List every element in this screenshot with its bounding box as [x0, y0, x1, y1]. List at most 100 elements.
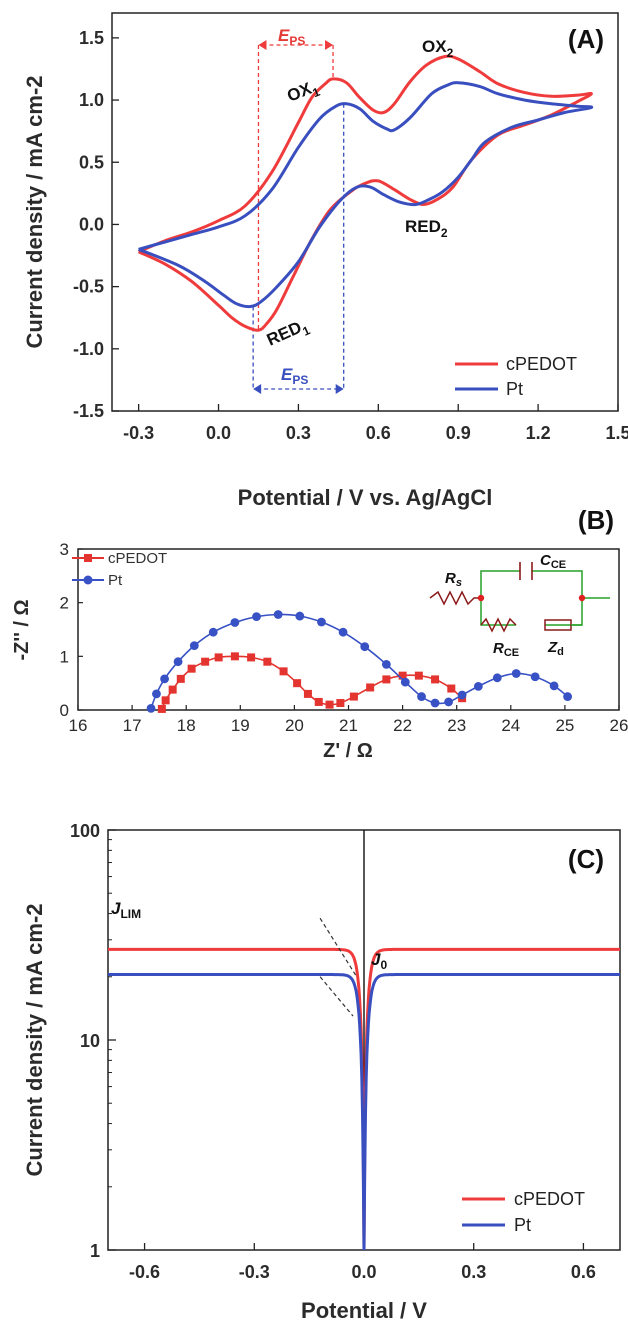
- panel-b-point-cpedot: [382, 675, 391, 684]
- panel-b-x-tick-label: 25: [555, 716, 574, 735]
- panel-b-point-cpedot: [168, 685, 177, 694]
- panel-a-eps-markers: [252, 40, 345, 394]
- panel-a-curve-cpedot: [137, 54, 593, 332]
- panel-a-y-tick-label: 1.0: [79, 90, 104, 110]
- panel-b-point-cpedot: [187, 664, 196, 673]
- panel-b-label: (B): [578, 505, 614, 535]
- panel-b-x-tick-label: 26: [610, 716, 628, 735]
- panel-c-y-tick-label: 100: [70, 821, 100, 841]
- circuit-label-rs: Rs: [445, 570, 462, 589]
- panel-b-point-cpedot: [314, 697, 323, 706]
- panel-c-x-axis-label: Potential / V: [301, 1298, 427, 1323]
- panel-b-x-tick-label: 22: [393, 716, 412, 735]
- panel-a-y-axis-label: Current density / mA cm-2: [22, 75, 47, 348]
- panel-b-point-cpedot: [336, 699, 345, 708]
- panel-a-y-tick-label: -1.0: [73, 339, 104, 359]
- panel-b-point-pt: [252, 612, 261, 622]
- panel-a-cyclic-voltammetry: -0.3 0.0 0.3 0.6 0.9 1.2 1.5 -1.5 -1.0 -0.5 0.0 0.5…: [22, 12, 628, 510]
- panel-c-label: (C): [568, 844, 604, 874]
- panel-b-point-pt: [189, 641, 199, 650]
- panel-b-point-pt: [549, 681, 559, 691]
- panel-c-legend-label-cpedot: cPEDOT: [514, 1189, 585, 1209]
- panel-c-legend-label-pt: Pt: [514, 1215, 531, 1235]
- panel-b-point-cpedot: [431, 675, 440, 684]
- panel-b-point-cpedot: [414, 671, 423, 680]
- panel-b-point-pt: [338, 627, 348, 637]
- panel-b-point-cpedot: [161, 696, 170, 705]
- panel-a-eps-pt-label: EPS: [281, 365, 308, 387]
- panel-b-point-pt: [530, 672, 540, 682]
- panel-b-point-pt: [146, 703, 156, 713]
- panel-a-x-tick-label: 1.2: [526, 423, 551, 443]
- panel-b-plot-frame: [77, 548, 620, 711]
- panel-a-ox1-label: OX1: [284, 76, 322, 109]
- panel-b-point-pt: [160, 674, 169, 684]
- panel-a-y-tick-label: 0.0: [79, 214, 104, 234]
- panel-b-points: [146, 610, 573, 713]
- panel-b-point-cpedot: [325, 700, 334, 709]
- panel-c-curve-pt: [108, 973, 620, 1251]
- panel-c-x-tick-label: -0.6: [129, 1262, 160, 1282]
- panel-b-x-tick-label: 17: [123, 716, 142, 735]
- panel-b-point-cpedot: [201, 657, 210, 666]
- panel-b-point-pt: [457, 690, 467, 700]
- panel-a-plot-frame: [111, 12, 619, 412]
- panel-c-y-axis-label: Current density / mA cm-2: [22, 903, 47, 1176]
- cce-capacitor-symbol: [519, 562, 533, 580]
- panel-b-y-tick-label: 3: [60, 540, 69, 559]
- panel-b-point-pt: [563, 692, 573, 701]
- panel-a-x-tick-label: -0.3: [123, 423, 154, 443]
- panel-a-red2-label: RED2: [405, 217, 448, 240]
- panel-c-j0-label: J0: [371, 950, 387, 972]
- panel-a-x-tick-label: 0.6: [366, 423, 391, 443]
- circuit-wires: [480, 570, 610, 626]
- panel-b-point-cpedot: [176, 674, 185, 683]
- panel-b-equivalent-circuit: Rs CCE RCE Zd: [429, 552, 610, 659]
- panel-a-y-tick-label: 0.5: [79, 152, 104, 172]
- panel-a-x-tick-label: 0.9: [446, 423, 471, 443]
- panel-a-curve-pt: [138, 81, 594, 309]
- panel-b-point-cpedot: [398, 671, 407, 680]
- circuit-label-zd: Zd: [547, 639, 564, 658]
- panel-c-tangent-pt: [319, 976, 354, 1017]
- eps-cpedot-arrowheads: [258, 40, 334, 50]
- panel-b-y-tick-label: 2: [60, 594, 69, 613]
- panel-b-point-pt: [400, 677, 410, 687]
- panel-c-legend: cPEDOT Pt: [462, 1189, 585, 1235]
- panel-a-y-tick-label: -1.5: [73, 401, 104, 421]
- panel-b-point-cpedot: [263, 657, 272, 666]
- panel-b-y-axis-label: -Z'' / Ω: [11, 599, 33, 660]
- panel-b-point-cpedot: [447, 684, 456, 693]
- panel-b-point-pt: [511, 669, 521, 678]
- panel-a-x-tick-label: 0.0: [206, 423, 231, 443]
- panel-c-y-tick-label: 10: [80, 1031, 100, 1051]
- panel-b-point-cpedot: [157, 704, 166, 713]
- panel-b-point-pt: [208, 627, 218, 637]
- panel-b-point-pt: [273, 610, 283, 619]
- panel-c-ticks: -0.6 -0.3 0.0 0.3 0.6 1 10 100: [70, 821, 596, 1282]
- panel-b-point-pt: [381, 659, 391, 669]
- panel-b-x-axis-label: Z' / Ω: [323, 740, 373, 762]
- panel-b-x-tick-label: 23: [447, 716, 466, 735]
- panel-b-x-tick-label: 24: [501, 716, 520, 735]
- panel-a-eps-cpedot-label: EPS: [278, 26, 305, 48]
- panel-a-x-tick-label: 1.5: [605, 423, 628, 443]
- panel-b-x-tick-label: 16: [69, 716, 88, 735]
- circuit-label-cce: CCE: [540, 552, 566, 571]
- panel-b-x-tick-label: 18: [177, 716, 196, 735]
- panel-b-y-tick-label: 1: [60, 647, 69, 666]
- panel-b-point-cpedot: [214, 653, 223, 662]
- panel-b-point-pt: [430, 698, 440, 708]
- panel-b-point-cpedot: [247, 653, 256, 662]
- panel-b-x-tick-label: 20: [285, 716, 304, 735]
- panel-a-legend-label-cpedot: cPEDOT: [506, 354, 577, 374]
- panel-c-x-tick-label: 0.0: [351, 1262, 376, 1282]
- panel-a-curves: [137, 54, 594, 332]
- panel-a-ticks: -0.3 0.0 0.3 0.6 0.9 1.2 1.5 -1.5 -1.0 -0.5 0.0 0.5…: [73, 28, 628, 443]
- panel-c-tafel: -0.6 -0.3 0.0 0.3 0.6 1 10 100 (C) Potential / …: [22, 821, 621, 1323]
- panel-a-x-axis-label: Potential / V vs. Ag/AgCl: [238, 485, 493, 510]
- panel-a-y-tick-label: 1.5: [79, 28, 104, 48]
- panel-b-point-cpedot: [303, 689, 312, 698]
